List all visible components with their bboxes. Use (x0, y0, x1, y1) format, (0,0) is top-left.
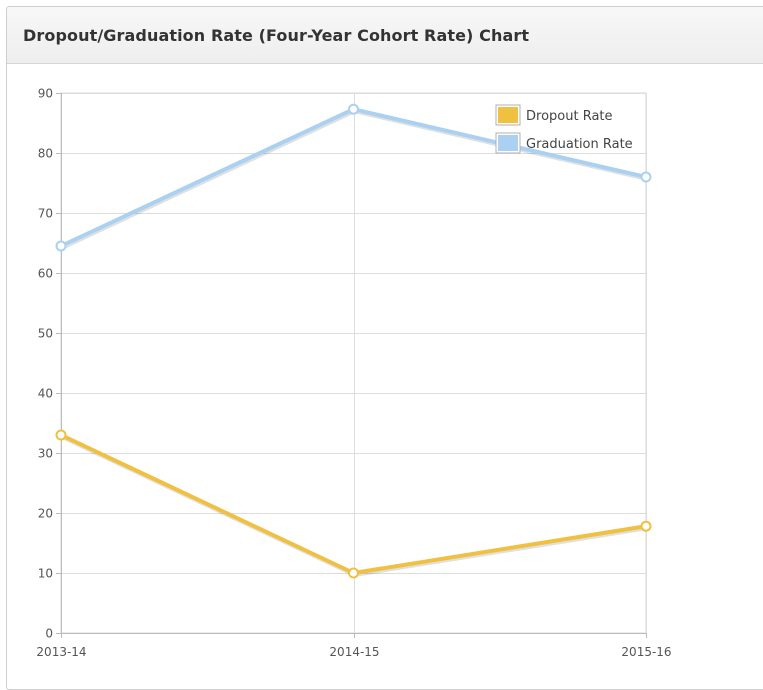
y-tick-label: 30 (38, 447, 53, 461)
y-tick-label: 40 (38, 387, 53, 401)
series-dropout-rate (55, 429, 652, 579)
series-graduation-rate (55, 103, 652, 252)
series (55, 103, 652, 579)
x-tick-label: 2015-16 (621, 645, 671, 659)
y-tick-label: 70 (38, 207, 53, 221)
y-tick-label: 10 (38, 567, 53, 581)
x-tick-label: 2013-14 (36, 645, 86, 659)
panel-header: Dropout/Graduation Rate (Four-Year Cohor… (7, 7, 763, 64)
legend-swatch (498, 135, 518, 151)
plot-area-border (60, 92, 647, 634)
y-tick-label: 0 (45, 627, 53, 641)
data-point (55, 240, 67, 252)
legend: Dropout Rate Graduation Rate (495, 104, 633, 154)
y-tick-label: 60 (38, 267, 53, 281)
y-tick-label: 80 (38, 147, 53, 161)
axes: 0 10 20 30 40 50 60 70 80 90 2013-14 2014-15 2015-16 (36, 87, 671, 660)
y-tick-label: 90 (38, 87, 53, 101)
data-point (640, 520, 652, 532)
chart-panel: Dropout/Graduation Rate (Four-Year Cohor… (6, 6, 763, 690)
y-tick-label: 20 (38, 507, 53, 521)
y-tick-label: 50 (38, 327, 53, 341)
series-line (59, 433, 648, 575)
legend-label: Graduation Rate (526, 137, 633, 152)
panel-title: Dropout/Graduation Rate (Four-Year Cohor… (23, 26, 530, 45)
data-point (55, 429, 67, 441)
data-point (348, 567, 359, 579)
legend-item-graduation-rate: Graduation Rate (495, 132, 633, 154)
data-point (348, 103, 359, 115)
legend-swatch (498, 107, 518, 123)
series-line (59, 107, 648, 248)
data-point (640, 171, 652, 183)
legend-label: Dropout Rate (526, 109, 613, 124)
x-tick-label: 2014-15 (329, 645, 379, 659)
grid (60, 92, 647, 634)
legend-item-dropout-rate: Dropout Rate (495, 104, 613, 126)
